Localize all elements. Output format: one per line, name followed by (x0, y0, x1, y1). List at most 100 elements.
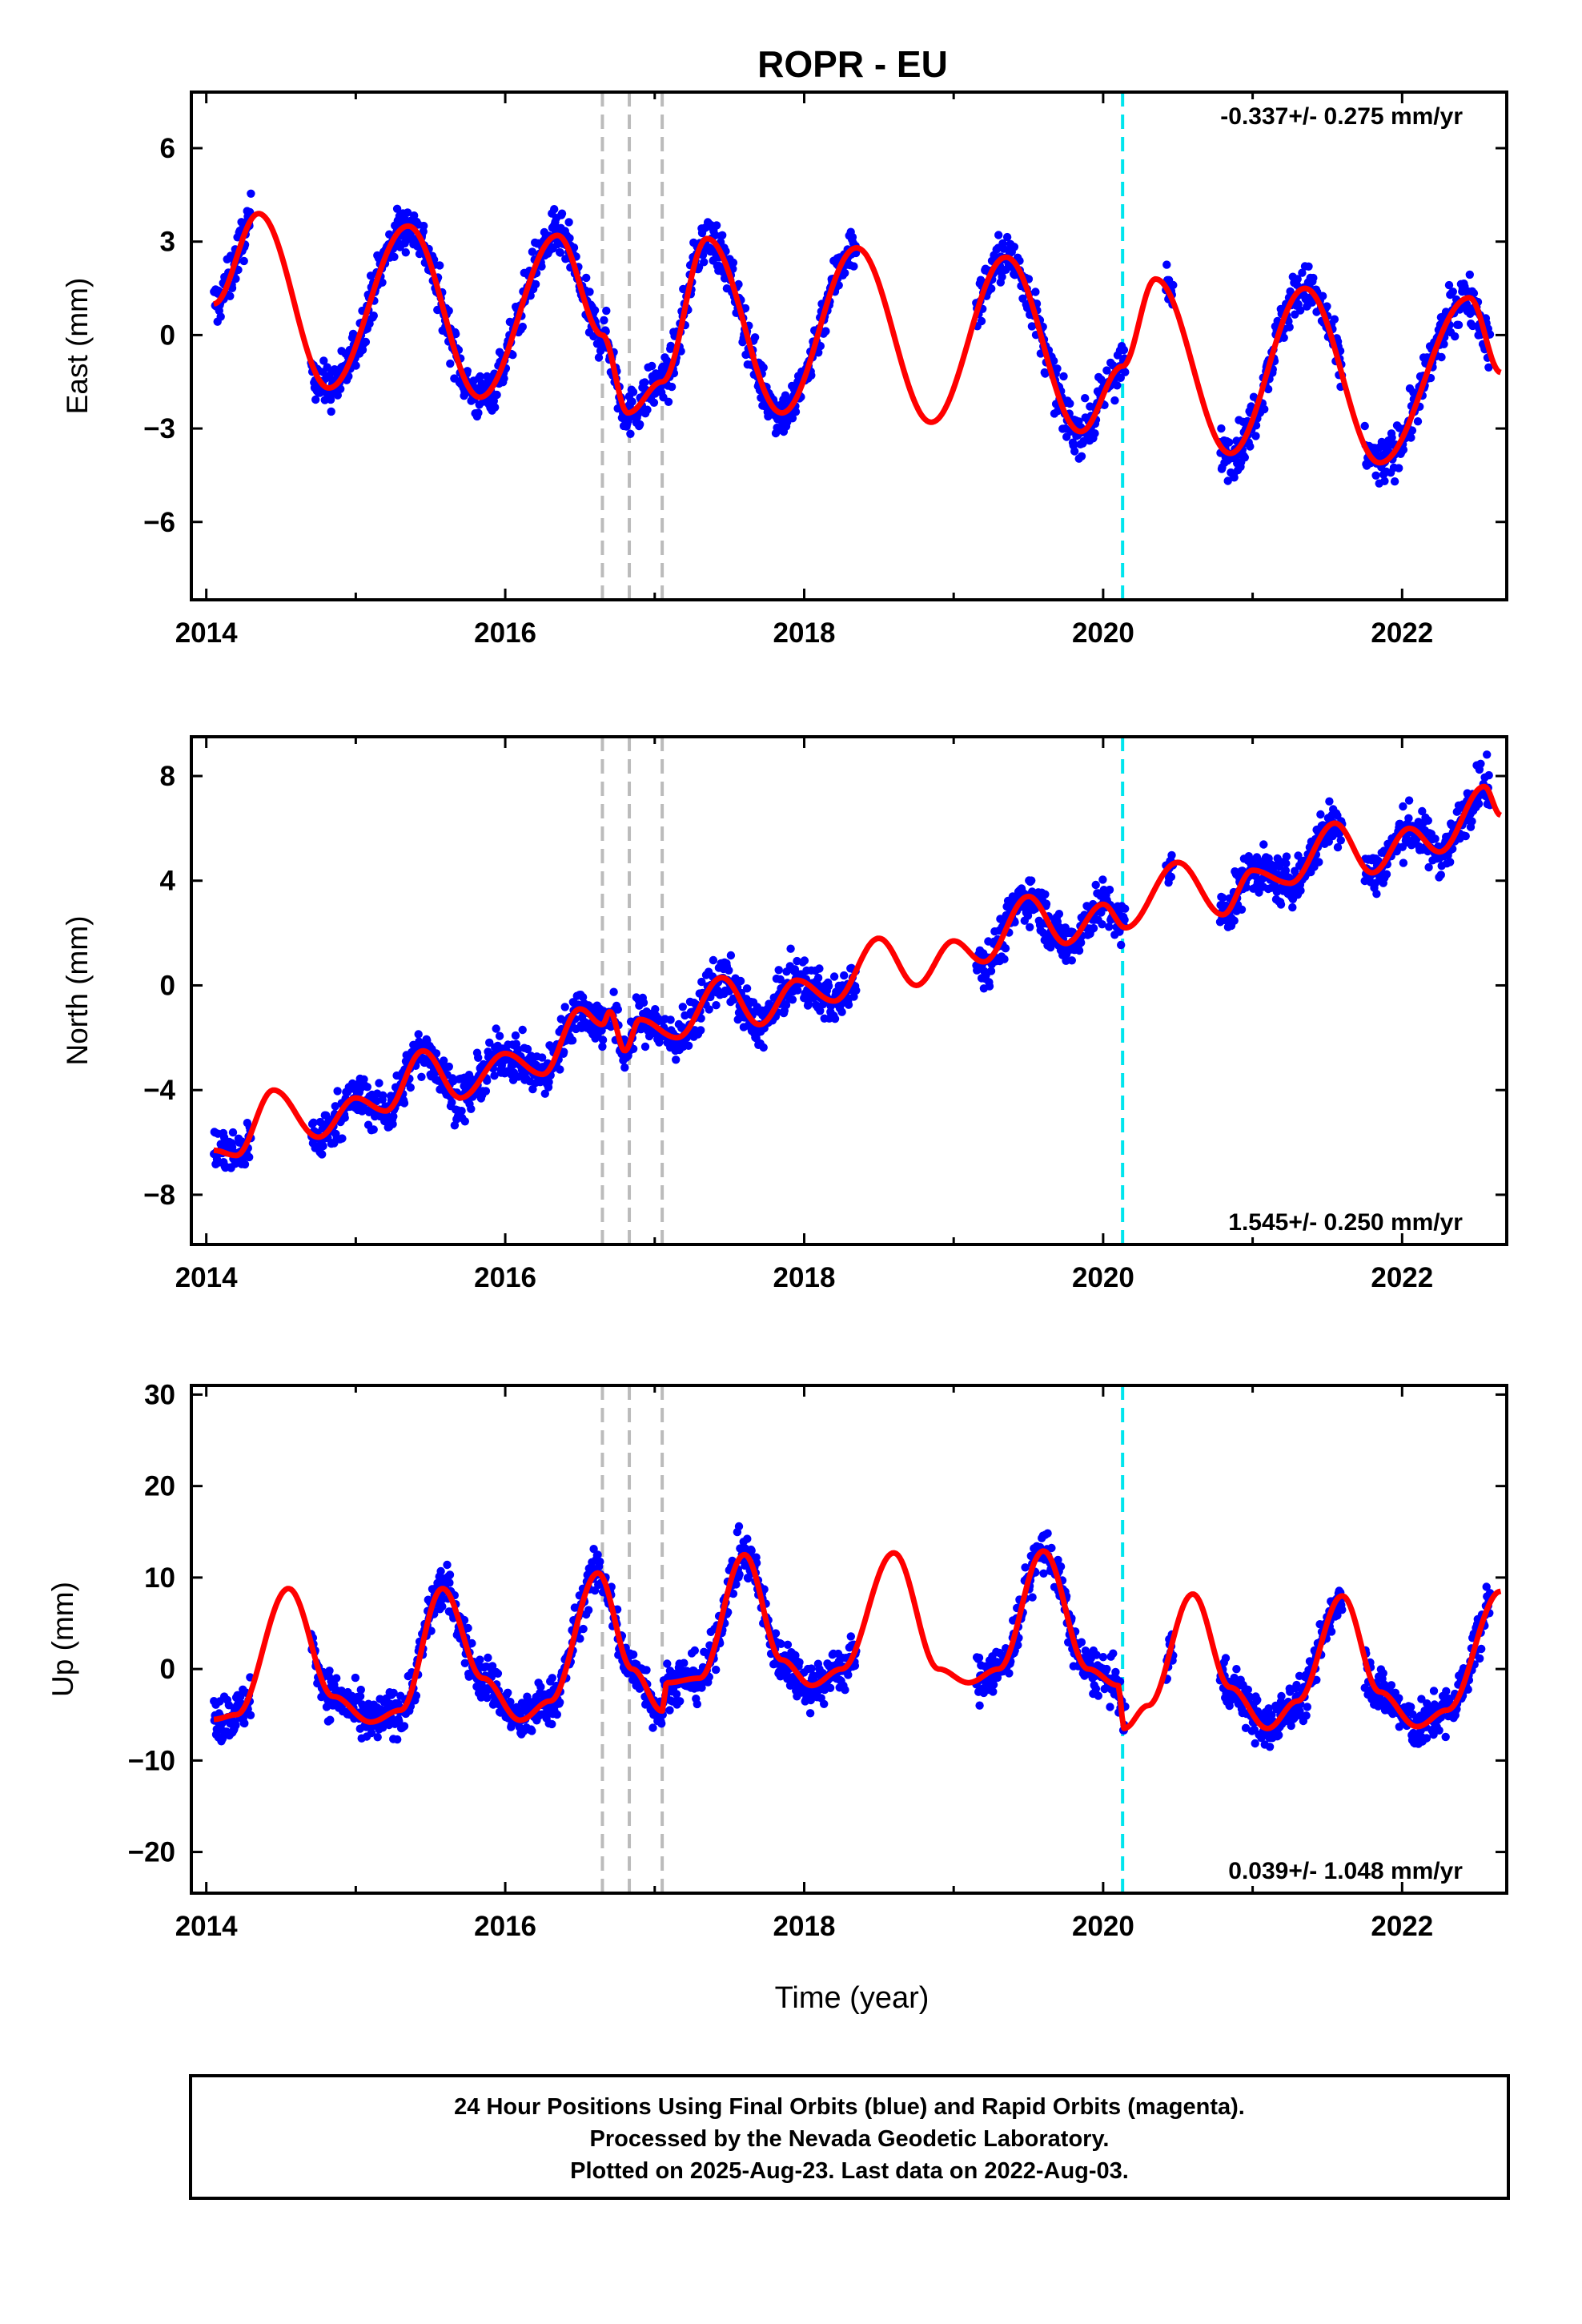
data-point (318, 1150, 327, 1159)
data-point (816, 1007, 825, 1015)
data-point (985, 982, 994, 991)
data-point (1260, 404, 1269, 414)
data-point (698, 251, 708, 259)
y-axis-label: East (mm) (61, 278, 94, 415)
data-point (389, 1112, 398, 1121)
data-point (849, 262, 858, 271)
data-point (224, 1701, 234, 1710)
data-point (438, 1602, 447, 1611)
data-point (1059, 372, 1068, 381)
data-point (363, 1083, 371, 1092)
data-point (579, 1624, 588, 1634)
data-point (852, 986, 861, 995)
data-point (540, 1089, 549, 1098)
data-point (824, 982, 833, 991)
data-point (594, 353, 604, 362)
data-point (582, 273, 591, 283)
data-point (989, 1680, 998, 1689)
data-point (1002, 232, 1012, 242)
data-point (1042, 899, 1051, 908)
data-point (489, 396, 498, 405)
plot-frame (190, 90, 1508, 601)
data-point (1282, 852, 1291, 861)
data-point (672, 1690, 681, 1699)
y-tick-label: −4 (143, 1075, 175, 1106)
x-tick-label: 2020 (1072, 617, 1134, 649)
data-point (628, 1650, 638, 1659)
event-lines (600, 737, 1125, 1244)
data-point (759, 1043, 768, 1052)
data-point (1240, 453, 1250, 462)
data-point (697, 977, 706, 987)
data-point (1413, 417, 1423, 426)
data-point (446, 359, 455, 368)
data-point (369, 1125, 378, 1134)
data-point (1333, 842, 1343, 852)
data-point (491, 403, 500, 412)
data-point (236, 1692, 245, 1702)
data-point (788, 995, 797, 1004)
data-point (1407, 433, 1415, 442)
data-point (492, 1024, 500, 1033)
data-point (338, 1134, 347, 1143)
data-point (593, 1550, 602, 1559)
data-point (1117, 940, 1126, 950)
data-point (1054, 1555, 1062, 1565)
data-point (246, 1711, 255, 1719)
y-tick-label: 3 (160, 227, 175, 258)
data-point (636, 420, 644, 429)
data-point (492, 390, 501, 400)
data-point (476, 372, 484, 381)
data-point (228, 1128, 238, 1137)
data-point (460, 1659, 469, 1667)
data-point (440, 1056, 448, 1065)
data-point (1474, 799, 1484, 808)
data-point (1041, 890, 1050, 899)
data-point (672, 1055, 681, 1064)
data-point (355, 1692, 365, 1701)
data-point (1091, 880, 1100, 890)
data-point (528, 1084, 537, 1094)
data-point (628, 1044, 638, 1054)
data-point (1390, 477, 1399, 486)
data-point (1484, 363, 1493, 372)
data-point (725, 966, 733, 975)
data-point (319, 1141, 327, 1151)
data-point (648, 1723, 657, 1732)
data-point (834, 281, 843, 290)
data-point (816, 341, 825, 351)
data-point (1418, 806, 1427, 816)
data-point (620, 1063, 629, 1072)
data-point (663, 1659, 672, 1668)
data-point (1253, 1695, 1262, 1704)
data-point (1232, 1665, 1241, 1674)
data-point (788, 414, 797, 423)
data-point (392, 204, 402, 213)
data-point (729, 1589, 738, 1598)
data-point (1081, 394, 1090, 403)
data-point (666, 1015, 675, 1024)
data-point (665, 1706, 674, 1715)
data-point (1288, 903, 1297, 912)
data-point (420, 221, 428, 231)
data-point (444, 1062, 453, 1072)
data-point (467, 1104, 476, 1114)
data-point (1424, 862, 1433, 872)
data-point (684, 1041, 693, 1051)
data-point (500, 374, 508, 383)
data-point (844, 1671, 853, 1679)
data-point (734, 1522, 744, 1531)
data-point (1242, 883, 1251, 892)
data-point (560, 1047, 568, 1056)
data-point (1461, 831, 1470, 841)
data-point (596, 1557, 604, 1566)
data-point (1230, 916, 1239, 925)
data-point (974, 1653, 984, 1663)
data-point (1028, 1593, 1037, 1602)
data-point (1023, 911, 1033, 920)
x-tick-label: 2014 (175, 1262, 238, 1293)
data-point (417, 1072, 426, 1082)
data-point (1387, 433, 1396, 442)
data-point (389, 1688, 398, 1698)
data-point (1219, 893, 1227, 903)
